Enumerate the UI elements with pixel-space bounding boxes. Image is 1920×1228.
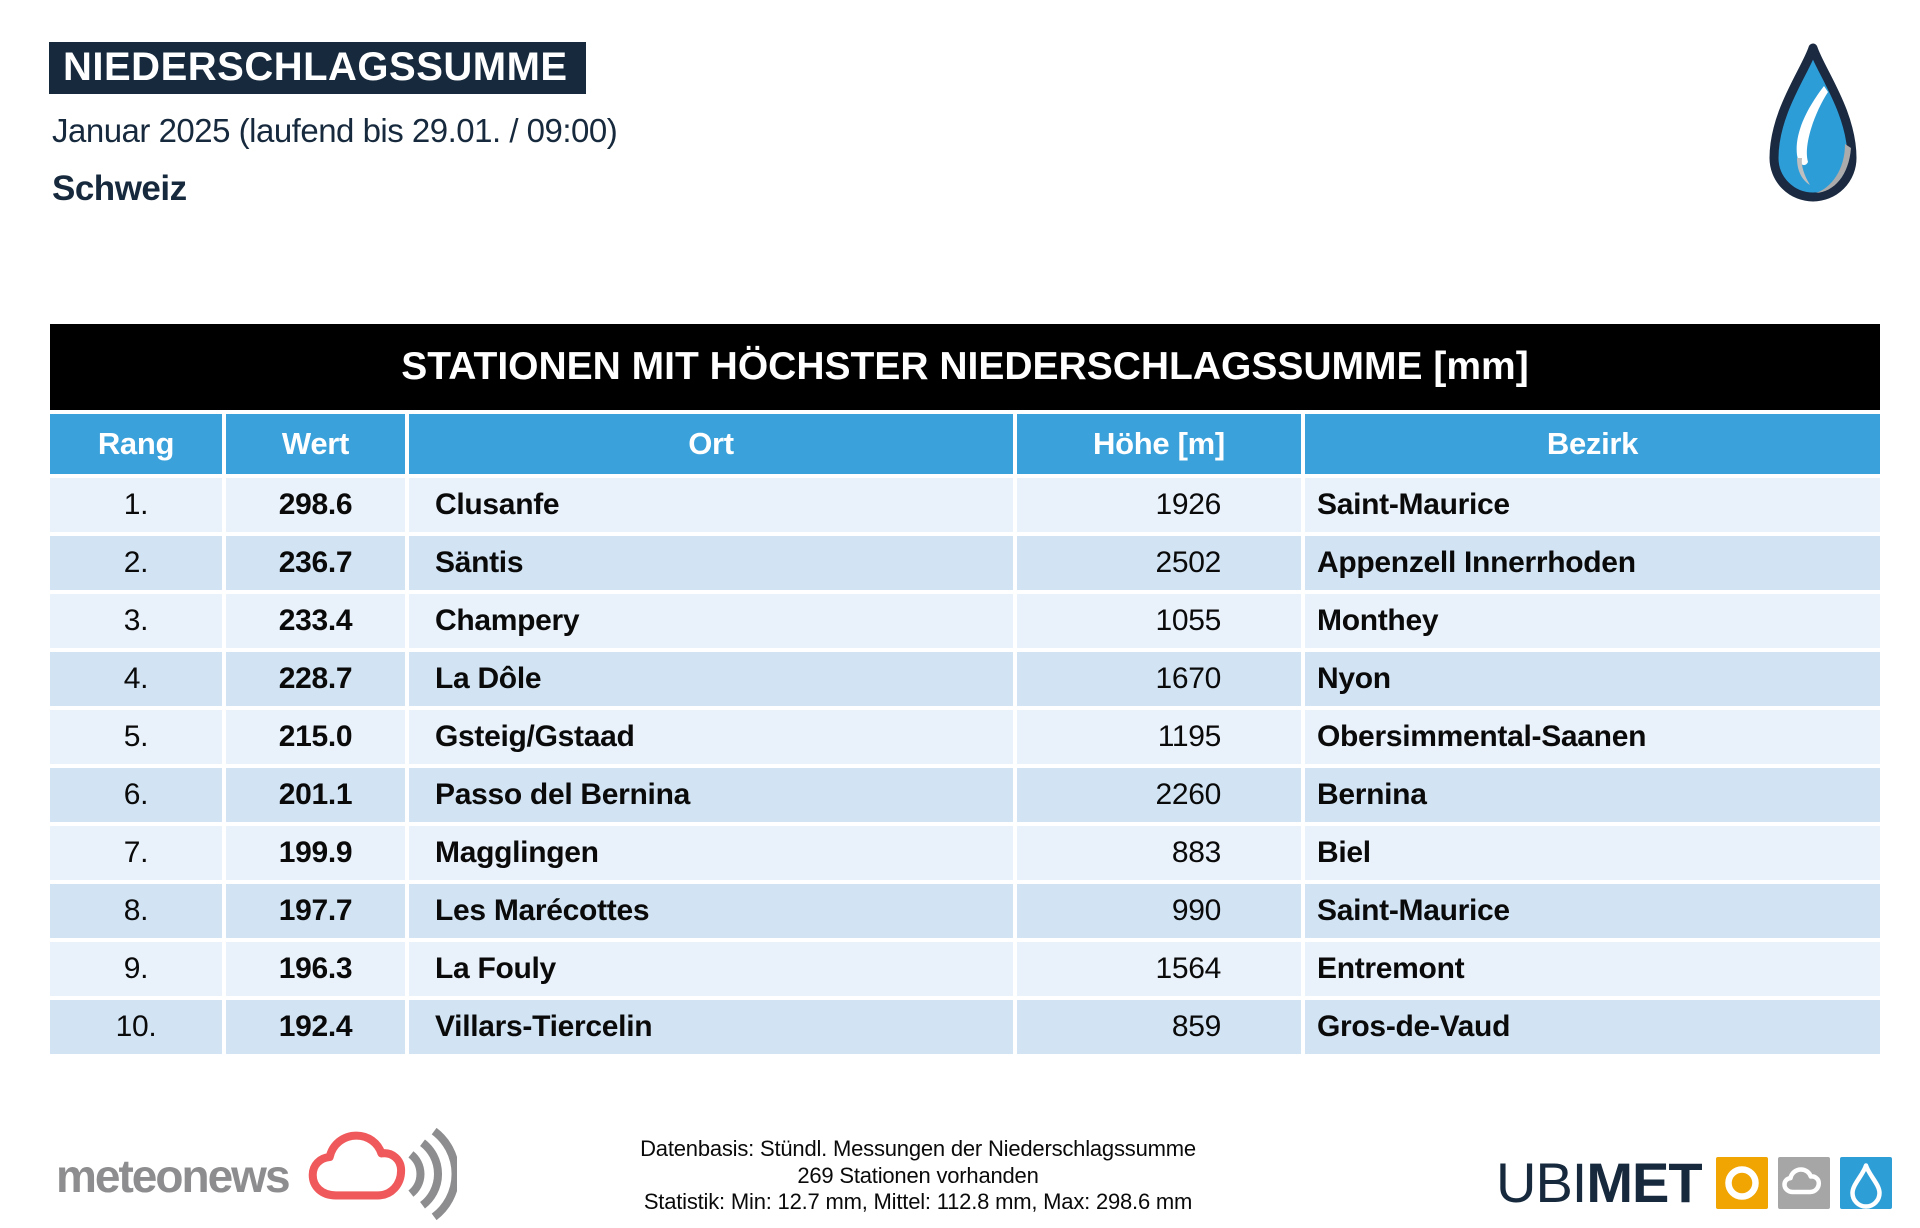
cell-wert: 199.9 [226,826,405,880]
datenbasis-line: Datenbasis: Stündl. Messungen der Nieder… [640,1136,1196,1161]
cell-hoehe: 1195 [1017,710,1301,764]
precipitation-table: STATIONEN MIT HÖCHSTER NIEDERSCHLAGSSUMM… [50,324,1880,1054]
column-header-wert: Wert [226,414,405,474]
cell-bezirk: Gros-de-Vaud [1305,1000,1880,1054]
statistik-line: Statistik: Min: 12.7 mm, Mittel: 112.8 m… [643,1189,1193,1214]
cell-hoehe: 2502 [1017,536,1301,590]
cell-ort: Les Marécottes [409,884,1013,938]
cell-rang: 1. [50,478,222,532]
cell-bezirk: Entremont [1305,942,1880,996]
cell-hoehe: 883 [1017,826,1301,880]
cell-bezirk: Saint-Maurice [1305,884,1880,938]
drop-icon [1839,1156,1892,1209]
cell-hoehe: 1055 [1017,594,1301,648]
cell-wert: 228.7 [226,652,405,706]
cell-rang: 8. [50,884,222,938]
cell-bezirk: Biel [1305,826,1880,880]
cell-rang: 5. [50,710,222,764]
cell-hoehe: 2260 [1017,768,1301,822]
cell-rang: 3. [50,594,222,648]
meteonews-wordmark: meteonews [56,1150,291,1202]
cell-bezirk: Nyon [1305,652,1880,706]
cell-rang: 9. [50,942,222,996]
ubimet-wordmark-met: MET [1586,1151,1702,1214]
table-row: 3. 233.4 Champery 1055 Monthey [50,594,1880,648]
table-row: 7. 199.9 Magglingen 883 Biel [50,826,1880,880]
cell-wert: 192.4 [226,1000,405,1054]
column-header-hoehe: Höhe [m] [1017,414,1301,474]
cell-rang: 2. [50,536,222,590]
water-drop-icon [1761,40,1865,225]
data-source-note: Datenbasis: Stündl. Messungen der Nieder… [518,1136,1318,1216]
cell-ort: Magglingen [409,826,1013,880]
table-row: 10. 192.4 Villars-Tiercelin 859 Gros-de-… [50,1000,1880,1054]
cell-wert: 201.1 [226,768,405,822]
cell-ort: Villars-Tiercelin [409,1000,1013,1054]
cell-rang: 4. [50,652,222,706]
cloud-icon [1777,1156,1830,1209]
ubimet-icon-squares [1715,1156,1892,1209]
table-row: 8. 197.7 Les Marécottes 990 Saint-Mauric… [50,884,1880,938]
table-header-row: Rang Wert Ort Höhe [m] Bezirk [50,414,1880,474]
cell-bezirk: Appenzell Innerrhoden [1305,536,1880,590]
page-title: NIEDERSCHLAGSSUMME [49,42,586,94]
cell-wert: 233.4 [226,594,405,648]
table-row: 1. 298.6 Clusanfe 1926 Saint-Maurice [50,478,1880,532]
cell-bezirk: Bernina [1305,768,1880,822]
cell-ort: La Fouly [409,942,1013,996]
sun-icon [1715,1156,1768,1209]
table-row: 4. 228.7 La Dôle 1670 Nyon [50,652,1880,706]
meteonews-logo: meteonews [56,1124,460,1228]
table-row: 6. 201.1 Passo del Bernina 2260 Bernina [50,768,1880,822]
table-title: STATIONEN MIT HÖCHSTER NIEDERSCHLAGSSUMM… [50,324,1880,410]
cell-hoehe: 1564 [1017,942,1301,996]
cell-bezirk: Saint-Maurice [1305,478,1880,532]
column-header-rang: Rang [50,414,222,474]
cell-hoehe: 1926 [1017,478,1301,532]
ubimet-wordmark: UBIMET [1496,1150,1703,1215]
cell-wert: 197.7 [226,884,405,938]
column-header-bezirk: Bezirk [1305,414,1880,474]
cell-wert: 196.3 [226,942,405,996]
table-row: 2. 236.7 Säntis 2502 Appenzell Innerrhod… [50,536,1880,590]
cell-hoehe: 1670 [1017,652,1301,706]
cell-wert: 236.7 [226,536,405,590]
cell-hoehe: 859 [1017,1000,1301,1054]
cell-bezirk: Obersimmental-Saanen [1305,710,1880,764]
cell-ort: La Dôle [409,652,1013,706]
cell-ort: Säntis [409,536,1013,590]
meteonews-cloud-waves-icon [297,1124,460,1228]
ubimet-wordmark-ubi: UBI [1496,1151,1587,1214]
cell-ort: Gsteig/Gstaad [409,710,1013,764]
cell-ort: Passo del Bernina [409,768,1013,822]
column-header-ort: Ort [409,414,1013,474]
stationen-line: 269 Stationen vorhanden [797,1162,1039,1188]
ubimet-logo: UBIMET [1496,1150,1892,1215]
cell-rang: 7. [50,826,222,880]
cell-wert: 298.6 [226,478,405,532]
table-row: 9. 196.3 La Fouly 1564 Entremont [50,942,1880,996]
cell-bezirk: Monthey [1305,594,1880,648]
table-row: 5. 215.0 Gsteig/Gstaad 1195 Obersimmenta… [50,710,1880,764]
page-subtitle: Januar 2025 (laufend bis 29.01. / 09:00) [52,112,618,149]
cell-rang: 10. [50,1000,222,1054]
cell-ort: Champery [409,594,1013,648]
cell-ort: Clusanfe [409,478,1013,532]
cell-wert: 215.0 [226,710,405,764]
cell-hoehe: 990 [1017,884,1301,938]
region-label: Schweiz [52,169,187,208]
cell-rang: 6. [50,768,222,822]
